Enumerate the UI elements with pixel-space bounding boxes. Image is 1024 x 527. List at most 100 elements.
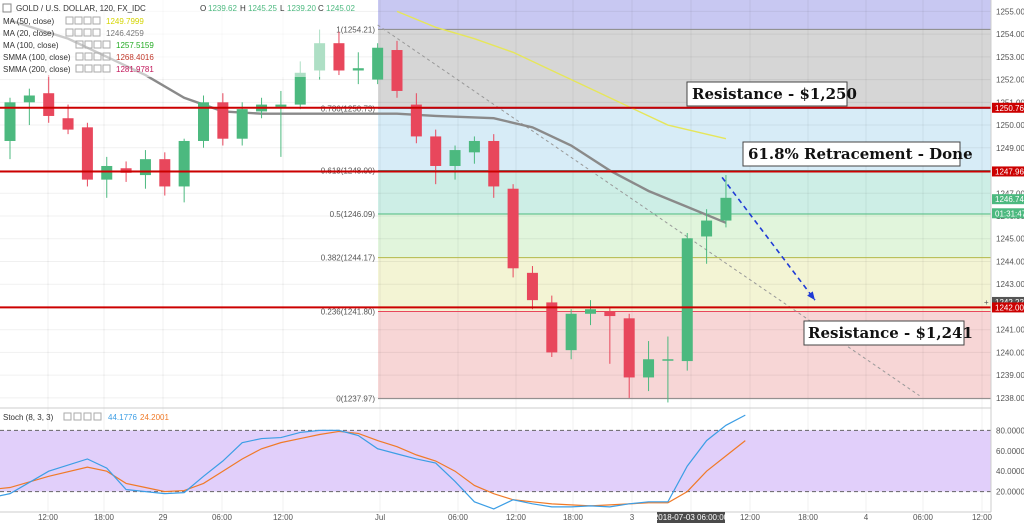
indicator-button[interactable]	[84, 40, 93, 49]
symbol-title: GOLD / U.S. DOLLAR, 120, FX_IDC	[16, 4, 146, 13]
time-tick-label: 4	[864, 513, 869, 522]
price-badge	[992, 102, 1024, 113]
candle-body	[623, 318, 635, 378]
candle-body	[4, 102, 16, 141]
indicator-button[interactable]	[102, 64, 111, 73]
candle	[101, 156, 113, 198]
candle-body	[468, 140, 480, 153]
indicator-button[interactable]	[75, 52, 84, 61]
fib-level-label: 1(1254.21)	[336, 25, 375, 34]
fib-level-label: 0.382(1244.17)	[321, 254, 376, 263]
red-horizontal-lines	[0, 106, 991, 309]
time-tick-label: 12:00	[506, 513, 527, 522]
forecast-arrow-head	[807, 291, 815, 301]
price-badge-label: 1246.74	[995, 195, 1024, 204]
indicator-value: 1281.9781	[116, 65, 154, 74]
candle-body	[198, 102, 209, 141]
indicator-name: MA (50, close)	[3, 17, 54, 26]
indicator-button[interactable]	[93, 64, 102, 73]
candle-body	[604, 311, 616, 317]
candle-body	[662, 359, 674, 361]
candle-body	[507, 188, 519, 269]
indicator-button[interactable]	[93, 40, 102, 49]
indicator-button[interactable]	[84, 52, 93, 61]
stoch-tick-label: 40.0000	[996, 467, 1024, 476]
candle-body	[391, 50, 403, 91]
price-tick-label: 1252.00	[996, 76, 1024, 85]
indicator-button[interactable]	[65, 16, 74, 25]
price-tick-label: 1254.00	[996, 30, 1024, 39]
time-tick-label: 18:00	[94, 513, 115, 522]
price-tick-label: 1243.00	[996, 280, 1024, 289]
indicator-button[interactable]	[92, 16, 101, 25]
ohlc-open: 1239.62	[208, 4, 237, 13]
indicator-button[interactable]	[74, 16, 83, 25]
price-badge	[992, 208, 1024, 219]
candlesticks	[4, 29, 732, 403]
price-tick-label: 1249.00	[996, 144, 1024, 153]
price-badge-label: 1250.76	[995, 104, 1024, 113]
indicator-button[interactable]	[102, 52, 111, 61]
ohlc-close-label: C	[318, 4, 324, 13]
stochastic-pane	[0, 407, 1024, 510]
time-tick-label: 06:00	[448, 513, 469, 522]
stoch-d-value: 24.2001	[140, 413, 169, 422]
candle	[662, 336, 674, 403]
collapse-icon[interactable]	[2, 3, 12, 13]
candle-body	[43, 93, 55, 116]
time-tick-label: 18:00	[563, 513, 584, 522]
indicator-button[interactable]	[92, 28, 101, 37]
candle-body	[449, 150, 461, 166]
candle	[720, 175, 732, 228]
price-tick-label: 1255.00	[996, 7, 1024, 16]
candle-body	[585, 309, 596, 314]
time-tick-label: 06:00	[913, 513, 934, 522]
indicator-name: MA (20, close)	[3, 29, 54, 38]
candle	[565, 309, 577, 360]
indicator-button[interactable]	[75, 64, 84, 73]
price-badge-label: 1247.96	[995, 167, 1024, 176]
candle-body	[546, 302, 558, 353]
candle	[391, 40, 403, 98]
price-badge	[992, 166, 1024, 177]
add-alert-icon[interactable]: +	[984, 298, 989, 307]
price-badge	[992, 302, 1024, 313]
fib-level-label: 0.5(1246.09)	[330, 210, 376, 219]
price-badge-label: 01:31:47	[995, 209, 1024, 218]
ma50-line	[396, 10, 727, 140]
ohlc-low: 1239.20	[287, 4, 316, 13]
time-tick-label: 29	[159, 513, 168, 522]
ohlc-close: 1245.02	[326, 4, 355, 13]
candle-body	[681, 238, 693, 362]
indicator-button[interactable]	[74, 28, 83, 37]
candle	[643, 341, 655, 392]
price-tick-label: 1241.00	[996, 326, 1024, 335]
candle	[159, 152, 171, 196]
indicator-button[interactable]	[84, 64, 93, 73]
price-badge-label: 1242.00	[995, 303, 1024, 312]
ohlc-open-label: O	[200, 4, 206, 13]
candle-body	[488, 140, 500, 187]
callout-resistance-top-text: Resistance - $1,250	[692, 85, 857, 103]
indicator-button[interactable]	[102, 40, 111, 49]
candle-body	[720, 197, 732, 221]
stoch-tick-label: 80.0000	[996, 426, 1024, 435]
time-tick-label: 18:00	[798, 513, 819, 522]
stoch-tick-label: 60.0000	[996, 447, 1024, 456]
candle	[217, 93, 229, 146]
stoch-k-value: 44.1776	[108, 413, 137, 422]
indicator-button[interactable]	[83, 28, 92, 37]
indicator-button[interactable]	[83, 16, 92, 25]
price-tick-label: 1250.00	[996, 121, 1024, 130]
stoch-band	[0, 430, 991, 492]
crosshair-time-badge	[657, 512, 725, 523]
indicator-button[interactable]	[93, 52, 102, 61]
candle-body	[643, 359, 655, 378]
fib-level-label: 0(1237.97)	[336, 395, 375, 404]
indicator-button[interactable]	[75, 40, 84, 49]
indicator-button[interactable]	[65, 28, 74, 37]
stoch-legend-buttons[interactable]	[63, 412, 102, 421]
price-tick-label: 1238.00	[996, 394, 1024, 403]
candle-body	[81, 127, 93, 180]
